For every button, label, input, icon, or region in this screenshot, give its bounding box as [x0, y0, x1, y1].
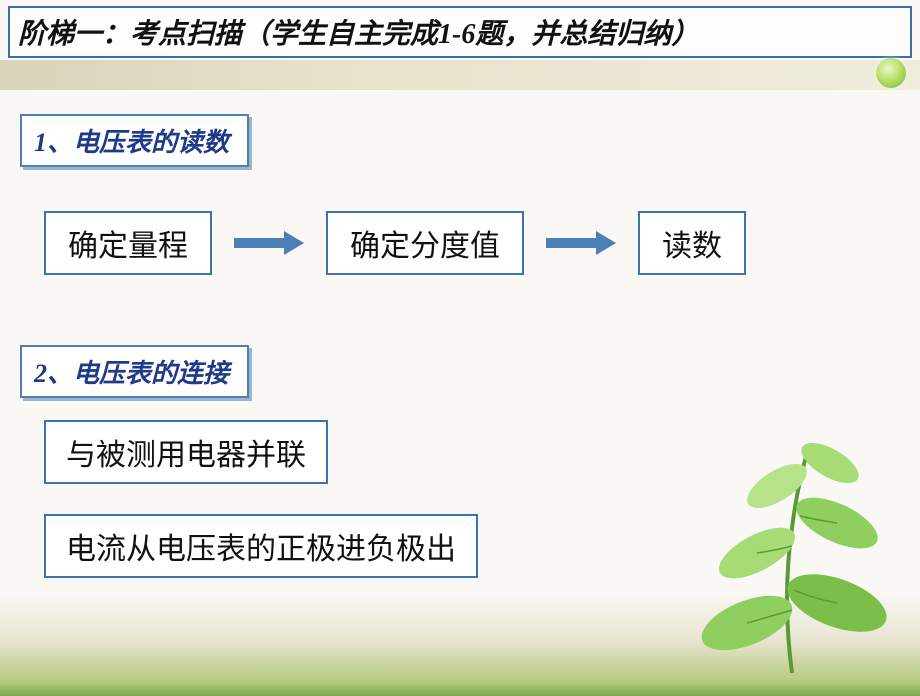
arrow-icon [546, 234, 616, 252]
stage-title: 阶梯一：考点扫描（学生自主完成1-6题，并总结归纳） [8, 6, 912, 58]
flow-step-1: 确定量程 [44, 211, 212, 275]
flow-diagram: 确定量程 确定分度值 读数 [44, 211, 920, 275]
statement-1: 与被测用电器并联 [44, 420, 328, 484]
section-2-heading: 2、电压表的连接 [20, 345, 249, 398]
flow-step-3: 读数 [638, 211, 746, 275]
statement-2: 电流从电压表的正极进负极出 [44, 514, 478, 578]
section-1-heading: 1、电压表的读数 [20, 114, 249, 167]
arrow-icon [234, 234, 304, 252]
globe-logo-icon [876, 58, 906, 88]
flow-step-2: 确定分度值 [326, 211, 524, 275]
decorative-strip [0, 60, 920, 90]
